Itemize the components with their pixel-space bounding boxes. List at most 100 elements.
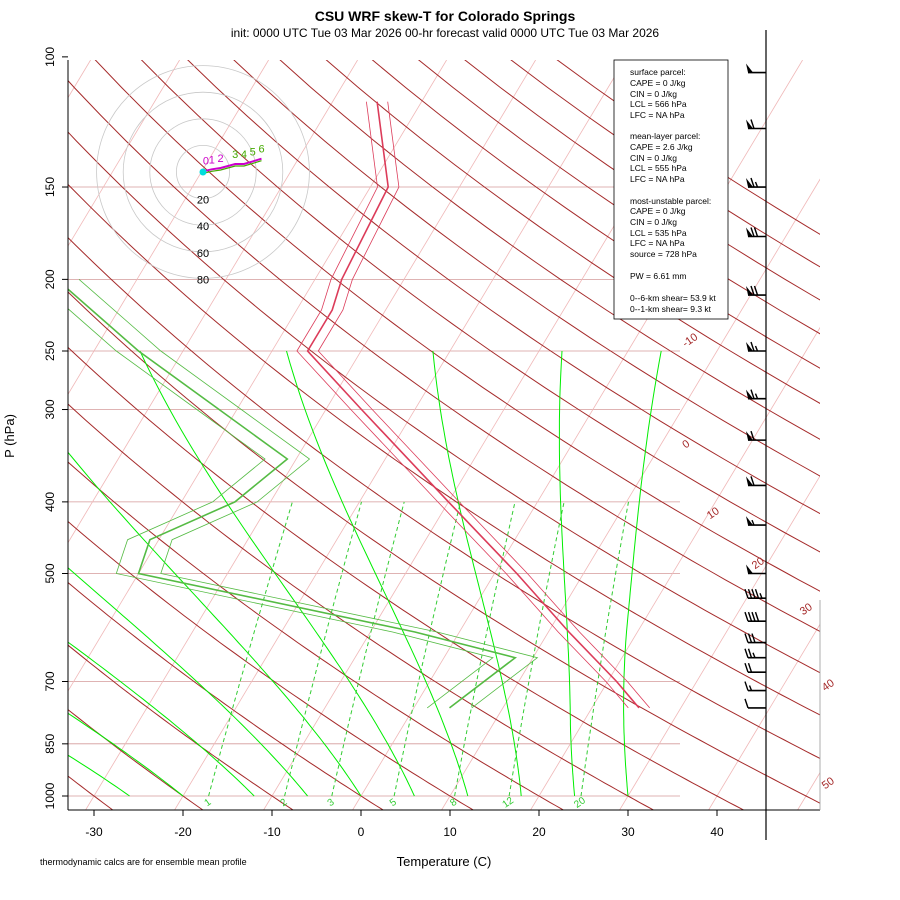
wind-barb-half bbox=[759, 592, 763, 599]
isotherm-label: 40 bbox=[820, 677, 837, 694]
wind-barb-full bbox=[751, 611, 756, 622]
wind-barb-pennant bbox=[746, 227, 753, 237]
wind-barb bbox=[746, 430, 766, 441]
hodograph-height-label: 5 bbox=[250, 146, 256, 158]
y-tick-label: 300 bbox=[43, 399, 57, 419]
dry-adiabat-line bbox=[68, 520, 475, 810]
moist-adiabat-line bbox=[68, 567, 308, 797]
wind-barb bbox=[746, 564, 766, 575]
surface-cape: CAPE = 0 J/kg bbox=[630, 78, 686, 88]
wind-barb-full bbox=[744, 698, 749, 709]
wind-barb bbox=[744, 698, 766, 709]
dry-adiabat-line bbox=[187, 60, 820, 515]
y-ticks: 100 150 200 250 300 400 500 700 850 1000 bbox=[43, 47, 68, 809]
y-tick-label: 150 bbox=[43, 177, 57, 197]
x-tick-label: -10 bbox=[263, 825, 281, 839]
dry-adiabat-line bbox=[68, 403, 655, 810]
wind-barb bbox=[746, 285, 766, 296]
hodograph-height-label: 4 bbox=[241, 149, 247, 161]
hodograph-trace-green bbox=[205, 160, 262, 174]
hodograph-ring bbox=[122, 91, 284, 253]
ml-lcl: LCL = 555 hPa bbox=[630, 163, 687, 173]
temperature-line bbox=[306, 101, 640, 709]
wind-barb-pennant bbox=[746, 431, 753, 441]
wind-barb bbox=[746, 516, 766, 526]
wind-barb-full bbox=[744, 611, 749, 622]
wind-barb-full bbox=[750, 430, 755, 441]
wind-barb-pennant bbox=[746, 564, 753, 574]
moist-adiabat-line bbox=[68, 451, 362, 797]
isotherm-line bbox=[441, 178, 820, 810]
isotherm-label: 0 bbox=[680, 438, 692, 451]
wind-barb-full bbox=[750, 177, 755, 188]
isotherm-line bbox=[174, 60, 625, 810]
wind-barb-pennant bbox=[746, 476, 753, 486]
wind-barb-half bbox=[754, 393, 759, 399]
x-tick-label: -30 bbox=[85, 825, 103, 839]
temperature-member-line bbox=[317, 101, 651, 709]
x-tick-label: 30 bbox=[621, 825, 635, 839]
dry-adiabat-line bbox=[94, 60, 820, 592]
ml-cape: CAPE = 2.6 J/kg bbox=[630, 142, 693, 152]
wind-barb-full bbox=[747, 633, 753, 643]
mixing-ratio-line bbox=[208, 501, 293, 797]
wind-barb-half bbox=[754, 345, 759, 352]
dry-adiabat-line bbox=[279, 60, 820, 440]
wind-barb-full bbox=[754, 588, 760, 599]
surface-cin: CIN = 0 J/kg bbox=[630, 89, 677, 99]
isotherm-label: 20 bbox=[750, 555, 767, 572]
profiles bbox=[68, 101, 651, 709]
wind-barb bbox=[746, 119, 766, 130]
mu-cin: CIN = 0 J/kg bbox=[630, 217, 677, 227]
moist-adiabat-line bbox=[68, 641, 255, 797]
wind-barb-pennant bbox=[746, 178, 753, 188]
y-tick-label: 400 bbox=[43, 492, 57, 512]
temperature-member-line bbox=[296, 101, 629, 709]
dry-adiabat-line bbox=[68, 709, 204, 810]
isotherm-line bbox=[619, 475, 820, 810]
wind-barb bbox=[746, 63, 766, 74]
dewpoint-member-line bbox=[78, 279, 539, 709]
x-tick-label: -20 bbox=[174, 825, 192, 839]
hodograph-height-label: 2 bbox=[217, 153, 223, 165]
wind-barb bbox=[746, 476, 766, 487]
hodograph-ring-label: 40 bbox=[197, 221, 209, 233]
surface-lcl: LCL = 566 hPa bbox=[630, 99, 687, 109]
surface-header: surface parcel: bbox=[630, 67, 686, 77]
wind-barb-full bbox=[750, 227, 755, 237]
wind-barb bbox=[746, 341, 766, 352]
mu-lcl: LCL = 535 hPa bbox=[630, 228, 687, 238]
x-tick-label: 0 bbox=[358, 825, 365, 839]
background-lines bbox=[68, 60, 820, 810]
dry-adiabat-line bbox=[233, 60, 820, 477]
dry-adiabat-line bbox=[68, 79, 820, 632]
hodograph-ring-label: 60 bbox=[197, 248, 209, 260]
moist-adiabat-line bbox=[623, 350, 662, 797]
mixing-ratio-label: 3 bbox=[326, 797, 337, 809]
mixing-ratio-line bbox=[580, 501, 629, 797]
footnote: thermodynamic calcs are for ensemble mea… bbox=[40, 857, 247, 867]
isotherm-line bbox=[708, 623, 820, 810]
shear-0-6km: 0--6-km shear= 53.9 kt bbox=[630, 293, 716, 303]
isotherm-line bbox=[68, 60, 269, 396]
hodograph-height-label: 3 bbox=[232, 149, 238, 161]
wind-barb-pennant bbox=[746, 341, 753, 351]
mixing-ratio-label: 5 bbox=[388, 797, 399, 809]
wind-barb-full bbox=[753, 285, 759, 296]
chart-subtitle: init: 0000 UTC Tue 03 Mar 2026 00-hr for… bbox=[231, 26, 660, 40]
hodograph-trace bbox=[205, 157, 262, 172]
wind-barb-half bbox=[748, 685, 753, 691]
mu-header: most-unstable parcel: bbox=[630, 196, 711, 206]
wind-barb-full bbox=[754, 611, 760, 622]
hodograph-ring-label: 20 bbox=[197, 195, 209, 207]
dry-adiabat-line bbox=[325, 60, 820, 404]
wind-barb bbox=[744, 633, 766, 644]
mixing-ratio-label: 8 bbox=[448, 797, 459, 809]
dry-adiabat-line bbox=[68, 581, 385, 810]
dry-adiabat-line bbox=[68, 346, 745, 810]
dry-adiabat-line bbox=[68, 291, 820, 804]
isotherm-line bbox=[68, 60, 358, 544]
wind-barb-full bbox=[747, 648, 753, 658]
wind-barb bbox=[744, 681, 766, 692]
wind-barb-full bbox=[750, 341, 755, 352]
